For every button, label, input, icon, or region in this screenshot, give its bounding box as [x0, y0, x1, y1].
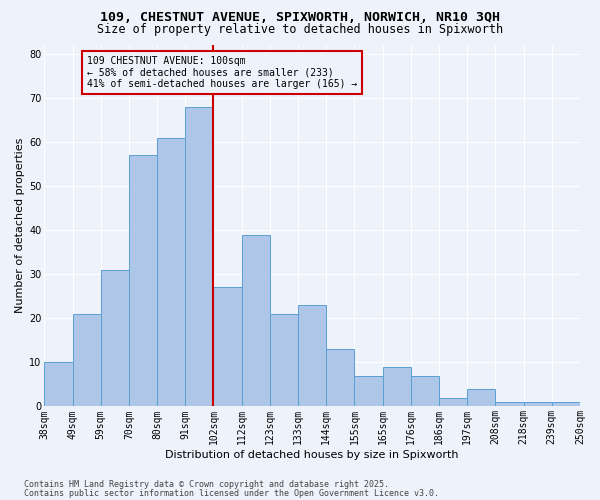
- Text: Size of property relative to detached houses in Spixworth: Size of property relative to detached ho…: [97, 22, 503, 36]
- Bar: [44, 362, 73, 406]
- Text: 109 CHESTNUT AVENUE: 100sqm
← 58% of detached houses are smaller (233)
41% of se: 109 CHESTNUT AVENUE: 100sqm ← 58% of det…: [87, 56, 358, 89]
- Bar: [129, 155, 157, 406]
- Bar: [298, 305, 326, 406]
- Bar: [326, 349, 355, 406]
- Bar: [552, 402, 580, 406]
- Text: Contains HM Land Registry data © Crown copyright and database right 2025.: Contains HM Land Registry data © Crown c…: [24, 480, 389, 489]
- Bar: [524, 402, 552, 406]
- Bar: [439, 398, 467, 406]
- Bar: [101, 270, 129, 406]
- Bar: [467, 389, 496, 406]
- Y-axis label: Number of detached properties: Number of detached properties: [15, 138, 25, 314]
- Bar: [73, 314, 101, 406]
- Bar: [214, 288, 242, 406]
- Text: Contains public sector information licensed under the Open Government Licence v3: Contains public sector information licen…: [24, 488, 439, 498]
- Bar: [496, 402, 524, 406]
- Bar: [157, 138, 185, 406]
- Bar: [355, 376, 383, 406]
- Bar: [383, 366, 411, 406]
- Bar: [242, 234, 270, 406]
- Bar: [411, 376, 439, 406]
- Bar: [185, 106, 214, 406]
- Text: 109, CHESTNUT AVENUE, SPIXWORTH, NORWICH, NR10 3QH: 109, CHESTNUT AVENUE, SPIXWORTH, NORWICH…: [100, 11, 500, 24]
- X-axis label: Distribution of detached houses by size in Spixworth: Distribution of detached houses by size …: [166, 450, 459, 460]
- Bar: [270, 314, 298, 406]
